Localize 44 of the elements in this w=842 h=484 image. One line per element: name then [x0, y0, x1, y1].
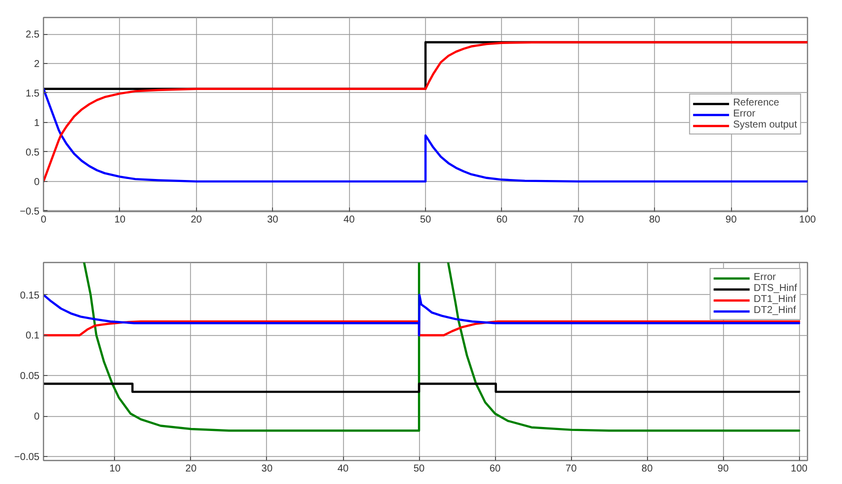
- line-series: [44, 88, 808, 183]
- x-tick-label: 10: [109, 464, 121, 474]
- x-tick-label: 90: [726, 214, 738, 226]
- legend-label: Error: [733, 108, 756, 120]
- x-tick-label: 40: [344, 214, 356, 226]
- x-tick-label: 40: [337, 464, 350, 474]
- y-tick-label: 2: [34, 58, 40, 70]
- y-tick-label: 0.5: [26, 147, 40, 158]
- x-tick-label: 0: [40, 214, 47, 226]
- x-tick-label: 20: [190, 214, 202, 226]
- y-tick-label: −0.5: [20, 206, 40, 218]
- x-tick-label: 60: [489, 464, 502, 474]
- line-series: [44, 320, 800, 336]
- legend-label: Reference: [733, 98, 780, 108]
- line-series: [44, 41, 808, 183]
- x-tick-label: 100: [799, 214, 816, 226]
- y-tick-label: 0.1: [26, 330, 40, 342]
- x-tick-label: 80: [642, 464, 654, 474]
- y-tick-label: 0: [34, 412, 40, 423]
- x-tick-label: 90: [718, 464, 730, 474]
- x-tick-label: 50: [420, 214, 432, 226]
- line-series: [44, 294, 800, 336]
- y-tick-label: 0.05: [20, 371, 40, 382]
- legend-label: DT1_Hinf: [754, 294, 796, 305]
- x-tick-label: 30: [267, 214, 279, 226]
- legend-label: DTS_Hinf: [754, 283, 797, 294]
- y-tick-label: 1: [34, 118, 40, 129]
- x-tick-label: 10: [114, 214, 126, 226]
- x-tick-label: 50: [413, 464, 426, 474]
- x-tick-label: 80: [649, 214, 661, 226]
- legend-label: System output: [733, 120, 797, 130]
- x-tick-label: 60: [496, 214, 508, 226]
- x-tick-label: 70: [572, 214, 584, 226]
- x-tick-label: 100: [790, 464, 808, 474]
- y-tick-label: 0: [34, 176, 40, 188]
- x-tick-label: 20: [185, 464, 197, 474]
- y-tick-label: 0.15: [20, 290, 40, 302]
- legend-label: DT2_Hinf: [754, 305, 796, 316]
- x-tick-label: 70: [566, 464, 578, 474]
- y-tick-label: −0.05: [14, 452, 40, 463]
- legend-label: Error: [754, 272, 776, 283]
- y-tick-label: 2.5: [26, 30, 40, 41]
- x-tick-label: 30: [261, 464, 273, 474]
- y-tick-label: 1.5: [26, 88, 40, 100]
